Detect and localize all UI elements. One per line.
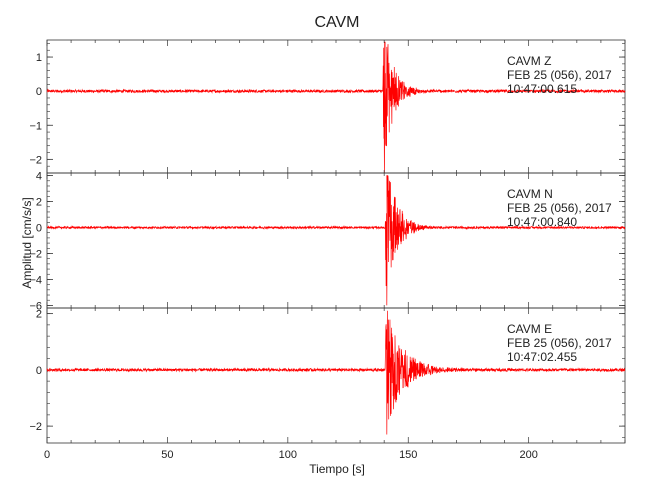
trace-station-label: CAVM E [507,322,552,336]
trace-date-label: FEB 25 (056), 2017 [507,336,612,350]
x-axis-label: Tiempo [s] [309,462,365,476]
y-tick-label: 1 [36,52,42,64]
y-tick-label: 2 [36,309,42,321]
x-axis: 0 50 100 150 200 [44,40,626,461]
y-tick-label: 2 [36,197,42,209]
waveform-line [46,41,626,174]
y-tick-label: −4 [29,274,42,286]
y-tick-label: 4 [36,171,42,183]
trace-station-label: CAVM Z [507,54,551,68]
x-tick-label: 150 [399,449,417,461]
y-tick-label: 0 [36,86,42,98]
x-tick-label: 100 [279,449,297,461]
y-tick-label: 0 [36,365,42,377]
waveform-line [46,175,626,306]
trace-time-label: 10:47:00.615 [507,82,577,96]
trace-date-label: FEB 25 (056), 2017 [507,201,612,215]
y-tick-label: −6 [29,300,42,312]
y-tick-label: −2 [29,154,42,166]
trace-station-label: CAVM N [507,187,553,201]
y-tick-label: −1 [29,120,42,132]
y-axis-label: Amplitud [cm/s/s] [20,197,34,288]
x-tick-label: 0 [44,449,50,461]
x-tick-label: 200 [519,449,537,461]
y-tick-label: −2 [29,421,42,433]
x-tick-label: 50 [161,449,173,461]
y-tick-label: −2 [29,248,42,260]
waveform-line [46,310,626,435]
chart-title: CAVM [314,14,359,31]
y-tick-label: 0 [36,223,42,235]
trace-date-label: FEB 25 (056), 2017 [507,68,612,82]
trace-time-label: 10:47:02.455 [507,350,577,364]
trace-time-label: 10:47:00.840 [507,215,577,229]
